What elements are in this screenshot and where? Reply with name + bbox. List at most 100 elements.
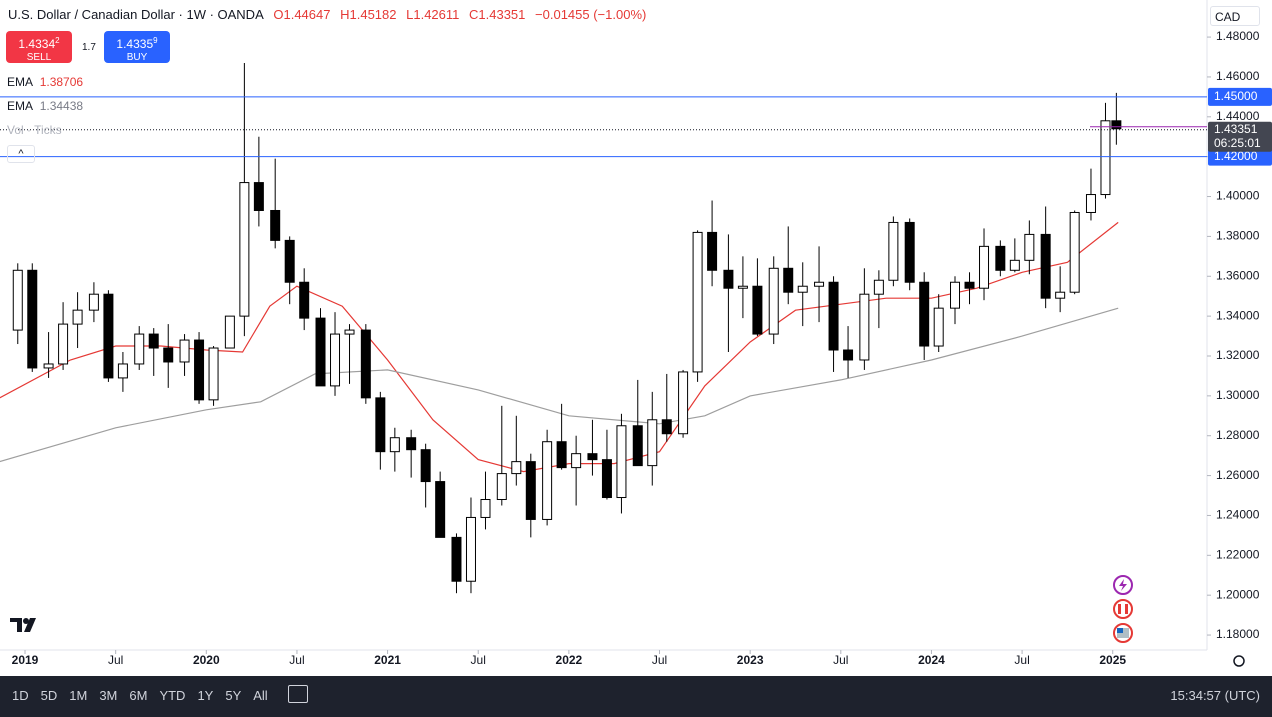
ohlc-low: L1.42611 [406, 7, 460, 22]
y-tick-label: 1.46000 [1216, 69, 1260, 83]
indicator-name: EMA [7, 75, 34, 89]
candle-body [1024, 233, 1035, 261]
range-button[interactable]: YTD [159, 688, 186, 703]
x-tick-label: Jul [289, 653, 304, 667]
y-tick-label: 1.24000 [1216, 508, 1260, 522]
x-tick-label: 2019 [12, 653, 39, 667]
candle-body [723, 269, 734, 289]
price-tag-label: 1.42000 [1214, 149, 1258, 163]
candle-body [737, 285, 748, 289]
candle-body [1069, 211, 1080, 293]
candle-body [707, 231, 718, 271]
candle-body [420, 449, 431, 483]
candle-body [814, 281, 825, 287]
range-button[interactable]: 5D [40, 688, 58, 703]
candle-body [103, 293, 114, 379]
candle-body [299, 281, 310, 319]
sell-button[interactable]: 1.43342 SELL [6, 31, 72, 63]
x-tick-label: Jul [652, 653, 667, 667]
x-tick-label: 2024 [918, 653, 945, 667]
currency: CAD [1215, 10, 1241, 24]
candle-body [406, 437, 417, 451]
candle-body [1085, 194, 1096, 213]
candle-body [389, 437, 400, 453]
candle-body [194, 339, 205, 401]
candle-body [843, 349, 854, 361]
range-button[interactable]: All [253, 688, 268, 703]
range-button[interactable]: 6M [129, 688, 148, 703]
buy-price: 1.4335 [116, 37, 154, 51]
candle-body [542, 441, 553, 520]
x-tick-label: 2023 [737, 653, 764, 667]
candle-body [888, 221, 899, 281]
candle-body [465, 516, 476, 582]
candle-body [525, 461, 536, 520]
y-tick-label: 1.30000 [1216, 388, 1260, 402]
candle-body [950, 281, 961, 309]
candle-body [344, 329, 355, 335]
indicator-volume[interactable]: Vol · Ticks [7, 123, 62, 137]
candle-body [979, 245, 990, 289]
candle-body [375, 397, 386, 453]
candle-body [678, 371, 689, 435]
candle-body [284, 239, 295, 283]
candle-body [117, 363, 128, 379]
y-tick-label: 1.32000 [1216, 348, 1260, 362]
candle-body [163, 347, 174, 363]
collapse-button[interactable]: ^ [7, 145, 35, 163]
candle-body [647, 419, 658, 467]
candle-body [616, 425, 627, 499]
range-button[interactable]: 1Y [197, 688, 214, 703]
candle-body [1040, 233, 1051, 299]
candle-body [315, 317, 326, 387]
candle-body [179, 339, 190, 363]
sell-price: 1.4334 [18, 37, 56, 51]
indicator-ema-1[interactable]: EMA 1.38706 [7, 75, 83, 89]
candle-body [964, 281, 975, 289]
ohlc-change: −0.01455 (−1.00%) [535, 7, 647, 22]
ohlc-open: O1.44647 [273, 7, 331, 22]
candle-body [43, 363, 54, 369]
candle-body [571, 453, 582, 469]
settings-icon[interactable] [1233, 655, 1245, 667]
buy-label: BUY [126, 52, 148, 63]
candle-body [828, 281, 839, 351]
candle-body [330, 333, 341, 387]
range-button[interactable]: 3M [99, 688, 118, 703]
y-tick-label: 1.44000 [1216, 109, 1260, 123]
candle-body [270, 209, 281, 241]
y-tick-label: 1.48000 [1216, 29, 1260, 43]
range-button[interactable]: 1D [12, 688, 29, 703]
indicator-value: 1.34438 [39, 99, 84, 113]
candle-body [783, 267, 794, 293]
buy-button[interactable]: 1.43359 BUY [104, 31, 170, 63]
candle-body [859, 293, 870, 361]
currency-select[interactable]: CAD [1210, 6, 1260, 26]
event-badges [1113, 575, 1133, 643]
price-tag [1208, 147, 1272, 166]
x-tick-label: 2025 [1099, 653, 1126, 667]
chart: 1.18000 1.20000 1.22000 1.24000 1.26000 1.280… [0, 0, 1272, 667]
candle-body [134, 333, 145, 365]
volume-label: Vol · Ticks [7, 123, 62, 137]
date-range-icon[interactable] [288, 685, 308, 703]
candle-body [88, 293, 99, 311]
candle-body [27, 269, 38, 369]
price-tag [1208, 87, 1272, 106]
y-tick-label: 1.28000 [1216, 428, 1260, 442]
indicator-ema-2[interactable]: EMA 1.34438 [7, 99, 83, 113]
candle-body [12, 269, 23, 331]
range-button[interactable]: 5Y [225, 688, 242, 703]
y-tick-label: 1.18000 [1216, 627, 1260, 641]
y-tick-label: 1.34000 [1216, 308, 1260, 322]
candle-body [451, 536, 462, 582]
current-price-label: 1.43351 [1214, 122, 1258, 136]
logo [10, 618, 36, 632]
candle-body [1100, 120, 1111, 196]
x-tick-label: Jul [471, 653, 486, 667]
candle-body [587, 453, 598, 461]
candle-body [995, 245, 1006, 271]
x-tick-label: Jul [833, 653, 848, 667]
range-button[interactable]: 1M [69, 688, 88, 703]
